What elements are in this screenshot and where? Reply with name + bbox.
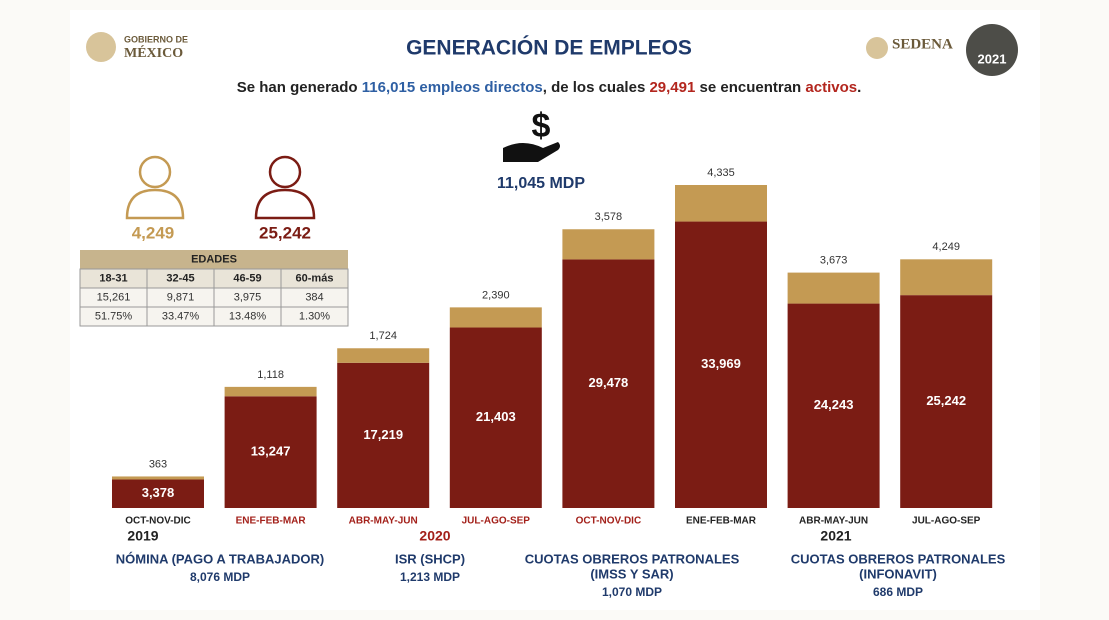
ages-table: EDADES 18-31 32-45 46-59 60-más 15,261 9,871 3,… xyxy=(79,250,349,327)
cost-label: ISR (SHCP) xyxy=(395,551,465,566)
summary-part: se encuentran xyxy=(695,79,805,96)
table-value: 9,871 xyxy=(167,291,195,303)
column-header: 18-31 xyxy=(99,272,127,284)
summary-part: empleos directos xyxy=(415,79,543,96)
svg-text:$: $ xyxy=(532,107,551,145)
value-label: 3,673 xyxy=(820,255,848,267)
value-label: 1,118 xyxy=(257,369,284,381)
investment: 11,045 MDP xyxy=(497,175,585,192)
column-header: 46-59 xyxy=(233,272,261,284)
summary-number: 29,491 xyxy=(649,79,695,96)
summary-part: Se han generado xyxy=(237,79,362,96)
summary-part: activos xyxy=(805,79,857,96)
year-label: 2019 xyxy=(127,528,158,544)
value-label: 363 xyxy=(149,458,167,470)
money-icon: $ xyxy=(503,107,560,162)
bar-segment xyxy=(337,348,430,363)
x-tick-label: OCT-NOV-DIC xyxy=(576,516,642,527)
cost-label: CUOTAS OBREROS PATRONALES xyxy=(525,551,740,566)
value-label: 21,403 xyxy=(476,409,516,424)
woman-icon xyxy=(125,155,185,220)
title: GENERACIÓN DE EMPLEOS xyxy=(406,36,692,60)
value-label: 4,335 xyxy=(707,167,735,179)
bar-segment xyxy=(224,386,317,397)
year-label: 2021 xyxy=(820,528,851,544)
table-value: 15,261 xyxy=(97,291,131,303)
x-tick-label: ENE-FEB-MAR xyxy=(686,516,757,527)
badge xyxy=(966,24,1018,76)
table-value: 51.75% xyxy=(95,310,133,322)
cost-amount: 686 MDP xyxy=(873,585,923,599)
bar-segment xyxy=(562,229,655,260)
value-label: 3,378 xyxy=(142,485,175,500)
summary-part: . xyxy=(857,79,861,96)
column-header: 60-más xyxy=(296,272,334,284)
bar-segment xyxy=(112,479,204,508)
man-icon xyxy=(254,155,316,220)
table-value: 384 xyxy=(305,291,323,303)
bar-segment xyxy=(337,362,430,508)
column-header: 32-45 xyxy=(166,272,194,284)
value-label: 24,243 xyxy=(814,397,854,412)
bar-segment xyxy=(675,221,767,508)
cost-label: CUOTAS OBREROS PATRONALES xyxy=(791,551,1006,566)
table-value: 13.48% xyxy=(229,310,267,322)
value-label: 1,724 xyxy=(369,330,397,342)
cost-label: (IMSS Y SAR) xyxy=(590,566,673,581)
x-tick-label: ENE-FEB-MAR xyxy=(236,516,307,527)
value-label: 3,578 xyxy=(595,211,623,223)
value-label: 2,390 xyxy=(482,289,510,301)
summary-number: 116,015 xyxy=(362,79,415,96)
table-title: EDADES xyxy=(191,253,237,265)
x-tick-label: ABR-MAY-JUN xyxy=(349,516,418,527)
value-label: 13,247 xyxy=(251,444,291,459)
year-label: 2020 xyxy=(419,528,450,544)
bar-segment xyxy=(449,307,542,328)
x-tick-label: JUL-AGO-SEP xyxy=(462,516,531,527)
bar-segment xyxy=(787,272,880,304)
bar-segment xyxy=(562,259,655,508)
cost-amount: 1,213 MDP xyxy=(400,570,460,584)
cost-amount: 8,076 MDP xyxy=(190,570,250,584)
logo-text: MÉXICO xyxy=(124,44,183,61)
table-value: 1.30% xyxy=(299,310,330,322)
bar-segment xyxy=(224,396,317,508)
cost-label: (INFONAVIT) xyxy=(859,566,937,581)
value-label: 25,242 xyxy=(926,393,966,408)
logo-text: SEDENA xyxy=(892,36,953,52)
table-value: 3,975 xyxy=(234,291,262,303)
table-cell xyxy=(280,306,349,327)
table-header-bg xyxy=(80,250,348,269)
women-count: 4,249 xyxy=(132,223,175,242)
logo-text: GOBIERNO DE xyxy=(124,34,188,44)
table-value: 33.47% xyxy=(162,310,200,322)
cost-amount: 1,070 MDP xyxy=(602,585,662,599)
value-label: 17,219 xyxy=(363,427,403,442)
chart: 3,378 363 OCT-NOV-DIC 13,247 1,118 ENE-FEB-MA… xyxy=(112,167,993,544)
bar-segment xyxy=(112,476,204,480)
costs: NÓMINA (PAGO A TRABAJADOR) 8,076 MDP ISR (… xyxy=(116,551,1006,599)
value-label: 33,969 xyxy=(701,356,741,371)
x-tick-label: OCT-NOV-DIC xyxy=(125,516,191,527)
bar-segment xyxy=(900,259,993,296)
bar-segment xyxy=(675,185,767,222)
cost-label: NÓMINA (PAGO A TRABAJADOR) xyxy=(116,551,324,566)
value-label: 29,478 xyxy=(589,375,629,390)
men-count: 25,242 xyxy=(259,223,311,242)
bar-segment xyxy=(787,303,880,508)
bar-segment xyxy=(900,295,993,508)
x-tick-label: JUL-AGO-SEP xyxy=(912,516,981,527)
summary-part: , de los cuales xyxy=(543,79,650,96)
logo-emblem xyxy=(86,32,116,62)
value-label: 4,249 xyxy=(932,241,960,253)
summary: Se han generado 116,015 empleos directos… xyxy=(237,79,862,96)
badge-text: 2021 xyxy=(978,51,1007,66)
logo-emblem xyxy=(866,37,888,59)
x-tick-label: ABR-MAY-JUN xyxy=(799,516,868,527)
bar-segment xyxy=(449,327,542,508)
